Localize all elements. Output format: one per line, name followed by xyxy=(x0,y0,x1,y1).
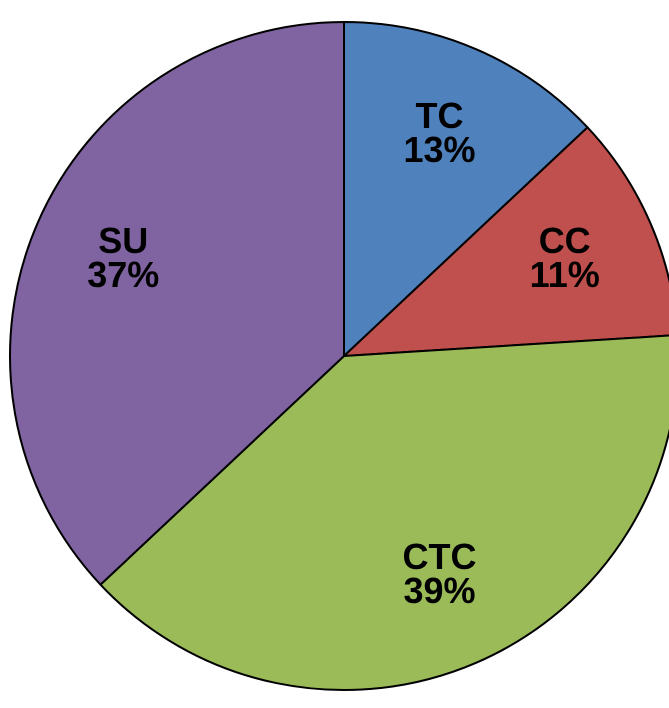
pie-slice xyxy=(99,334,669,692)
pie-slice xyxy=(343,21,589,357)
slice-value-label: 39% xyxy=(403,570,475,611)
slice-label: SU xyxy=(98,220,148,261)
slice-label: TC xyxy=(416,95,464,136)
slice-value-label: 11% xyxy=(530,254,600,295)
slice-value-label: 13% xyxy=(403,129,475,170)
pie-slice xyxy=(9,21,345,586)
pie-slice xyxy=(343,126,669,357)
slice-label: CTC xyxy=(403,536,477,577)
slice-label: CC xyxy=(539,220,591,261)
slice-value-label: 37% xyxy=(87,254,159,295)
